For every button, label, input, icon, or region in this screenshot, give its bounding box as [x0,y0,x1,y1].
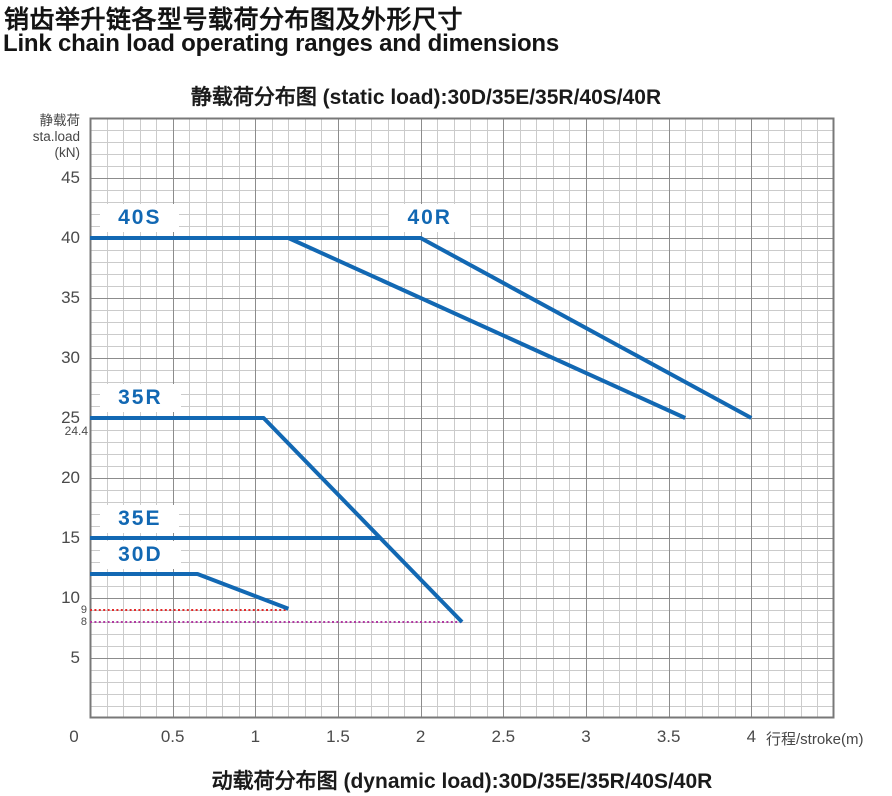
y-tick-label-35: 35 [61,288,80,307]
y-extra-label-9: 9 [80,603,87,616]
y-axis-label: 静载荷 sta.load (kN) [0,113,80,161]
x-axis-label: 行程/stroke(m) [766,731,864,748]
series-label-40r: 40R [389,204,470,232]
x-tick-label-2: 2 [415,727,426,746]
series-label-30d: 30D [100,540,181,569]
static-chart-title: 静载荷分布图 (static load):30D/35E/35R/40S/40R [190,86,662,109]
dynamic-chart-caption: 动载荷分布图 (dynamic load):30D/35E/35R/40S/40… [211,770,713,793]
x-tick-label-0.5: 0.5 [160,727,185,746]
y-tick-label-20: 20 [61,468,80,487]
y-extra-label-8: 8 [80,615,87,628]
y-axis-label-line-zh: 静载荷 [39,113,81,128]
x-tick-label-1: 1 [250,727,261,746]
y-tick-label-5: 5 [70,648,80,667]
y-tick-label-25: 25 [61,408,80,427]
page-title-zh: 销齿举升链各型号载荷分布图及外形尺寸 [4,6,464,34]
series-line-40s [90,236,687,420]
page-title-en: Link chain load operating ranges and dim… [3,30,560,57]
y-tick-label-30: 30 [61,348,80,367]
x-tick-label-3.5: 3.5 [656,727,681,746]
y-tick-label-45: 45 [61,168,80,187]
x-tick-label-0: 0 [69,727,79,746]
x-tick-label-3: 3 [581,727,591,746]
y-tick-label-40: 40 [61,228,80,247]
y-axis-label-line-en: sta.load [32,129,80,144]
y-axis-label-line-unit: (kN) [54,145,81,160]
y-tick-label-10: 10 [61,588,80,607]
series-label-40s: 40S [100,204,180,232]
x-tick-label-1.5: 1.5 [326,727,350,746]
x-tick-label-2.5: 2.5 [491,727,516,746]
y-tick-label-15: 15 [61,528,80,547]
series-line-30d [90,572,290,611]
series-label-35e: 35E [100,504,180,533]
x-tick-label-4: 4 [746,727,757,746]
series-label-35r: 35R [100,384,181,412]
y-extra-label-24.4: 24.4 [64,424,88,439]
series-line-35r [90,416,464,624]
